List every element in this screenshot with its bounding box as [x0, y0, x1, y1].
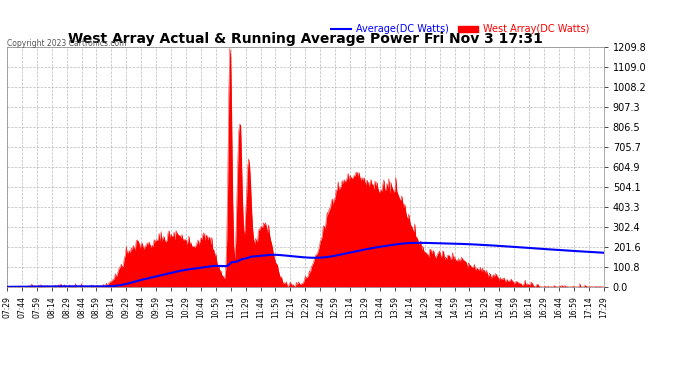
Text: Copyright 2023 Cartronics.com: Copyright 2023 Cartronics.com: [7, 39, 126, 48]
Title: West Array Actual & Running Average Power Fri Nov 3 17:31: West Array Actual & Running Average Powe…: [68, 32, 543, 46]
Legend: Average(DC Watts), West Array(DC Watts): Average(DC Watts), West Array(DC Watts): [328, 21, 593, 38]
